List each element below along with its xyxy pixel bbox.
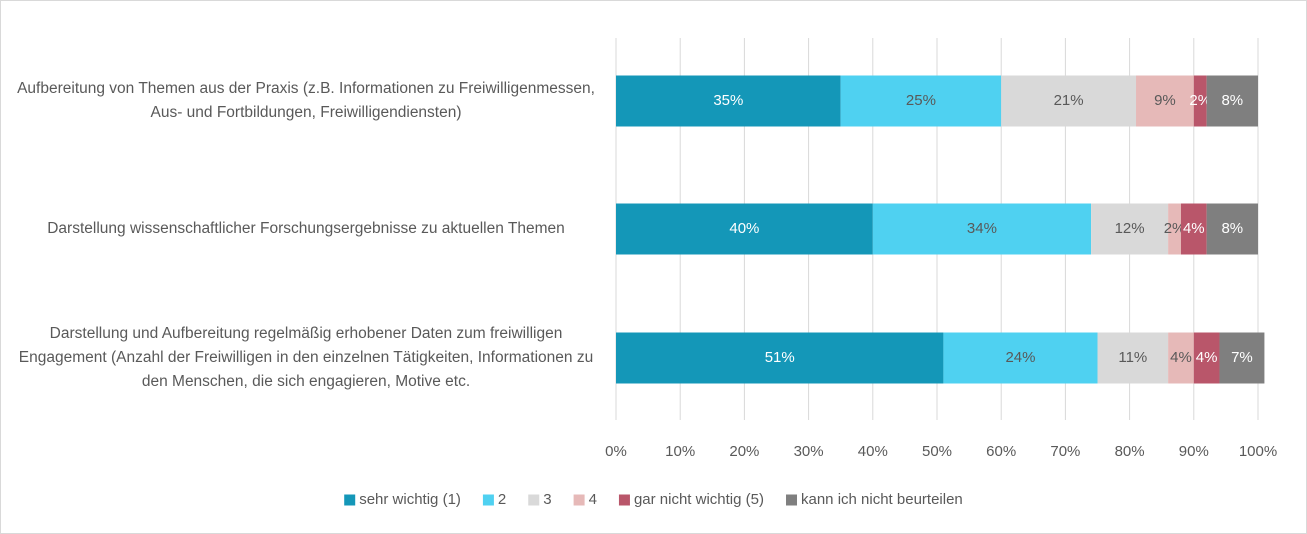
data-label: 7% <box>1231 349 1253 366</box>
data-label: 40% <box>729 220 759 237</box>
data-label: 12% <box>1115 220 1145 237</box>
bar-segment <box>1219 332 1265 384</box>
data-label: 8% <box>1221 92 1243 109</box>
category-label: Aufbereitung von Themen aus der Praxis (… <box>17 80 595 121</box>
legend-swatch <box>482 494 494 506</box>
bar-segment <box>616 203 873 255</box>
x-tick-label: 50% <box>922 443 952 460</box>
legend-label: 2 <box>498 491 506 508</box>
bar-segment <box>1206 203 1258 255</box>
category-label: Darstellung wissenschaftlicher Forschung… <box>47 220 565 237</box>
data-label: 4% <box>1183 220 1205 237</box>
bar-segment <box>1097 332 1169 384</box>
x-tick-label: 100% <box>1239 443 1277 460</box>
bar-segment <box>1168 332 1194 384</box>
data-label: 51% <box>765 349 795 366</box>
bar-segment <box>1180 203 1207 255</box>
bar-segment <box>1168 203 1181 255</box>
data-label: 8% <box>1221 220 1243 237</box>
data-label: 24% <box>1005 349 1035 366</box>
bar-segment <box>616 75 841 127</box>
data-label: 2% <box>1189 92 1211 109</box>
legend-label: kann ich nicht beurteilen <box>801 491 963 508</box>
legend-swatch <box>618 494 630 506</box>
data-label: 11% <box>1118 349 1147 366</box>
bar-segment <box>616 332 944 384</box>
bar-segment <box>1193 75 1207 127</box>
x-tick-label: 80% <box>1115 443 1145 460</box>
data-label: 9% <box>1154 92 1176 109</box>
data-label: 2% <box>1164 220 1186 237</box>
bar-segment <box>1136 75 1194 127</box>
legend-swatch <box>786 494 798 506</box>
category-label: Darstellung und Aufbereitung regelmäßig … <box>18 325 594 390</box>
data-label: 21% <box>1054 92 1084 109</box>
legend-swatch <box>528 494 540 506</box>
legend-swatch <box>573 494 585 506</box>
x-tick-label: 60% <box>986 443 1016 460</box>
bar-segment <box>1206 75 1258 127</box>
x-tick-label: 20% <box>729 443 759 460</box>
legend-label: sehr wichtig (1) <box>359 491 461 508</box>
bar-segment <box>943 332 1098 384</box>
bar-segment <box>1001 75 1137 127</box>
data-label: 34% <box>967 220 997 237</box>
x-tick-label: 30% <box>794 443 824 460</box>
legend-label: gar nicht wichtig (5) <box>634 491 764 508</box>
data-label: 35% <box>713 92 743 109</box>
x-tick-label: 70% <box>1050 443 1080 460</box>
bar-segment <box>1193 332 1220 384</box>
bar-segment <box>840 75 1002 127</box>
x-tick-label: 0% <box>605 443 627 460</box>
bar-segment <box>872 203 1092 255</box>
data-label: 4% <box>1170 349 1192 366</box>
data-label: 4% <box>1196 349 1218 366</box>
x-tick-label: 10% <box>665 443 695 460</box>
legend-swatch <box>344 494 356 506</box>
legend-label: 4 <box>589 491 597 508</box>
x-tick-label: 40% <box>858 443 888 460</box>
bar-segment <box>1091 203 1169 255</box>
x-tick-label: 90% <box>1179 443 1209 460</box>
data-label: 25% <box>906 92 936 109</box>
legend-label: 3 <box>543 491 551 508</box>
